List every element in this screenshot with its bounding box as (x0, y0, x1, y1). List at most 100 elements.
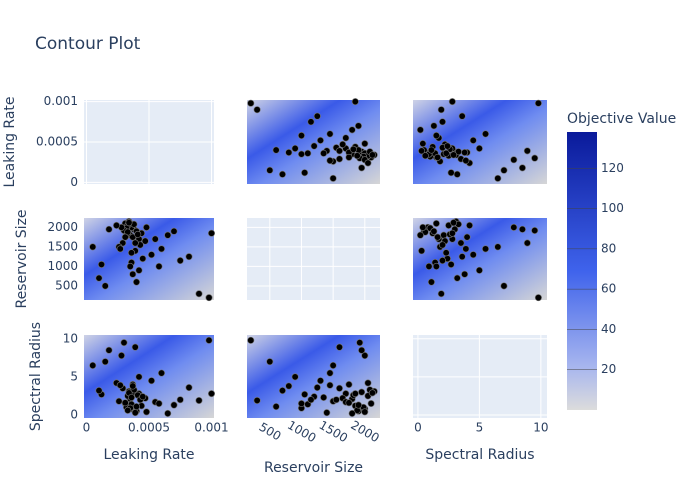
trial-point (439, 257, 447, 265)
trial-point (361, 352, 369, 360)
trial-point (335, 384, 343, 392)
trial-point (291, 373, 299, 381)
trial-point (463, 233, 471, 241)
trial-point (531, 154, 539, 162)
trial-point (98, 260, 106, 268)
trial-point (139, 255, 147, 263)
x-axis-title: Reservoir Size (264, 460, 363, 476)
trial-point (164, 409, 172, 417)
trial-point (494, 243, 502, 251)
trial-point (361, 408, 369, 416)
trial-point (453, 274, 461, 282)
trial-point (510, 156, 518, 164)
trial-point (448, 229, 456, 237)
trial-point (510, 223, 518, 231)
colorbar-tick-label: 20 (601, 362, 616, 376)
trial-point (450, 151, 458, 159)
trial-point (518, 164, 526, 172)
trial-point (195, 396, 203, 404)
trial-point (339, 140, 347, 148)
y-axis-title: Spectral Radius (28, 322, 44, 431)
trial-point (351, 390, 359, 398)
trial-point (208, 229, 216, 237)
trial-point (135, 266, 143, 274)
trial-point (439, 241, 447, 249)
trial-point (170, 227, 178, 235)
panel-background (247, 218, 380, 300)
trial-point (482, 245, 490, 253)
trial-point (129, 270, 137, 278)
trial-point (121, 399, 129, 407)
trial-point (326, 130, 334, 138)
trial-point (348, 126, 356, 134)
trial-point (368, 151, 376, 159)
trial-point (323, 409, 331, 417)
chart-title: Contour Plot (35, 34, 141, 54)
trial-point (253, 396, 261, 404)
trial-point (356, 339, 364, 347)
trial-point (208, 390, 216, 398)
trial-point (101, 358, 109, 366)
trial-point (462, 157, 470, 165)
trial-point (348, 409, 356, 417)
trial-point (458, 112, 466, 120)
trial-point (430, 122, 438, 130)
trial-point (500, 282, 508, 290)
y-tick-label: 0 (70, 175, 78, 189)
trial-point (126, 262, 134, 270)
trial-point (427, 146, 435, 154)
trial-point (129, 382, 137, 390)
trial-point (307, 396, 315, 404)
trial-point (176, 396, 184, 404)
y-tick-label: 1500 (47, 239, 78, 253)
trial-point (301, 390, 309, 398)
trial-point (195, 290, 203, 298)
trial-point (434, 233, 442, 241)
trial-point (95, 274, 103, 282)
y-tick-label: 500 (55, 278, 78, 292)
trial-point (442, 249, 450, 257)
colorbar-tick-label: 120 (601, 161, 624, 175)
trial-point (105, 225, 113, 233)
trial-point (432, 262, 440, 270)
trial-point (469, 251, 477, 259)
trial-point (131, 409, 139, 417)
trial-point (518, 225, 526, 233)
trial-point (176, 257, 184, 265)
trial-point (437, 290, 445, 298)
trial-point (349, 145, 357, 153)
trial-point (368, 389, 376, 397)
trial-point (185, 253, 193, 261)
trial-point (354, 401, 362, 409)
trial-point (143, 408, 151, 416)
x-tick-label: 0 (414, 421, 422, 435)
trial-point (364, 159, 372, 167)
trial-point (419, 223, 427, 231)
trial-point (430, 227, 438, 235)
trial-point (534, 99, 542, 107)
trial-point (345, 380, 353, 388)
trial-point (434, 153, 442, 161)
trial-point (358, 346, 366, 354)
trial-point (320, 393, 328, 401)
y-axis-title: Reservoir Size (14, 209, 30, 308)
trial-point (457, 239, 465, 247)
trial-point (358, 388, 366, 396)
trial-point (475, 144, 483, 152)
trial-point (475, 266, 483, 274)
trial-point (364, 379, 372, 387)
trial-point (461, 149, 469, 157)
trial-point (118, 352, 126, 360)
trial-point (335, 343, 343, 351)
trial-point (320, 149, 328, 157)
trial-point (462, 245, 470, 253)
trial-point (425, 262, 433, 270)
trial-point (326, 381, 334, 389)
trial-point (170, 401, 178, 409)
trial-point (155, 400, 163, 408)
trial-point (329, 361, 337, 369)
trial-point (113, 221, 121, 229)
trial-point (453, 170, 461, 178)
trial-point (447, 260, 455, 268)
